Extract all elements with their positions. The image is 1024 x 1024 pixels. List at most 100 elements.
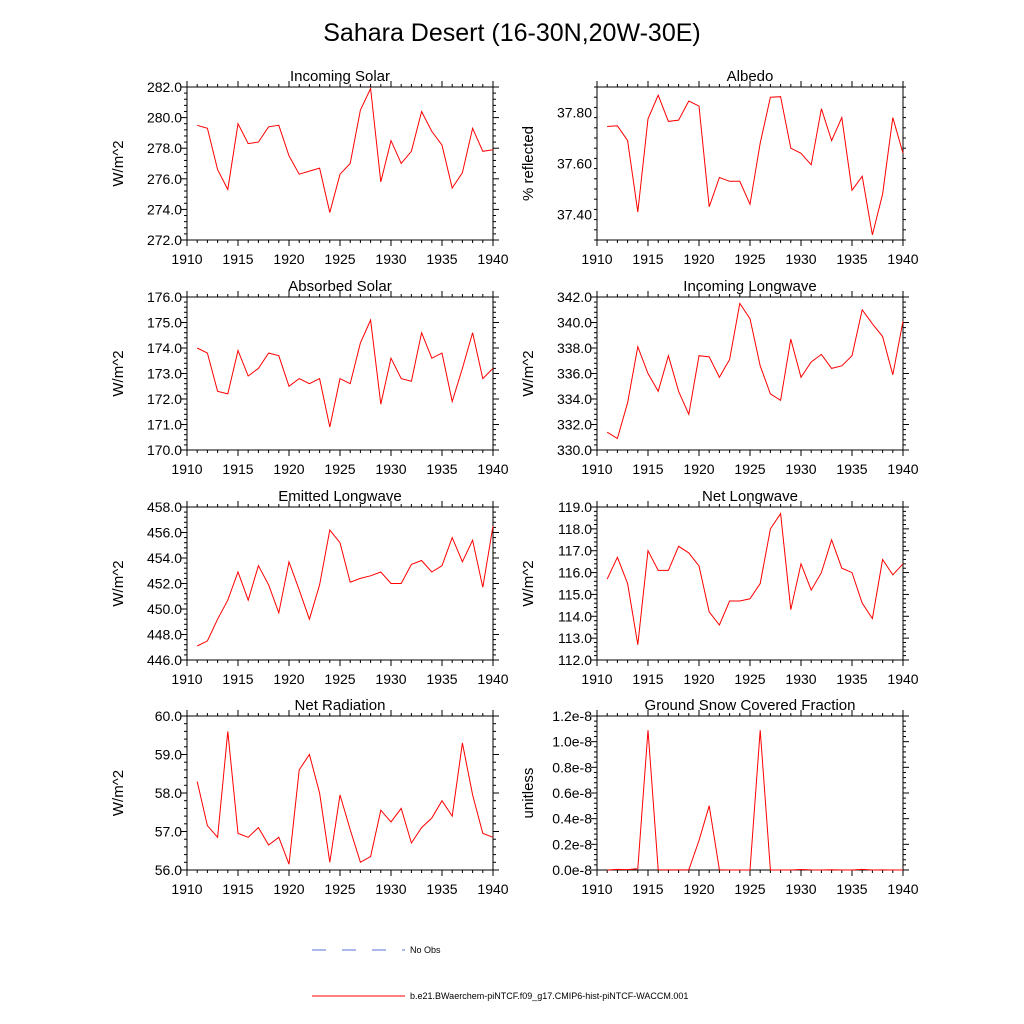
plot-frame: [596, 506, 904, 661]
legend-obs-label: No Obs: [410, 945, 441, 955]
y-axis-label: W/m^2: [520, 350, 537, 396]
legend-model-label: b.e21.BWaerchem-piNTCF.f09_g17.CMIP6-his…: [410, 991, 688, 1001]
data-series-line: [196, 526, 494, 647]
y-tick-label: 272.0: [147, 232, 182, 248]
panel-title: Emitted Longwave: [278, 488, 401, 505]
x-tick-label: 1920: [273, 461, 304, 477]
y-tick-label: 446.0: [147, 652, 182, 668]
y-tick-label: 58.0: [155, 785, 182, 801]
y-tick-label: 0.2e-8: [552, 836, 592, 852]
panel-title: Absorbed Solar: [288, 278, 391, 295]
x-tick-label: 1925: [324, 251, 355, 267]
y-tick-label: 278.0: [147, 140, 182, 156]
y-axis-label: W/m^2: [110, 560, 127, 606]
y-tick-label: 1.2e-8: [552, 708, 592, 724]
x-tick-label: 1915: [632, 881, 663, 897]
x-tick-label: 1910: [171, 251, 202, 267]
y-axis-label: % reflected: [520, 126, 537, 201]
x-tick-label: 1910: [581, 251, 612, 267]
panel-grid: Incoming Solar 1910 1915 1920 1925 1930 1935 19…: [110, 68, 919, 897]
x-tick-label: 1910: [581, 881, 612, 897]
x-tick-label: 1930: [785, 461, 816, 477]
x-tick-label: 1925: [324, 881, 355, 897]
x-tick-label: 1925: [734, 461, 765, 477]
x-tick-label: 1920: [683, 461, 714, 477]
y-tick-label: 0.4e-8: [552, 811, 592, 827]
x-tick-label: 1935: [836, 671, 867, 687]
x-tick-label: 1910: [171, 881, 202, 897]
y-tick-label: 119.0: [558, 499, 592, 515]
y-axis-label: W/m^2: [110, 770, 127, 816]
y-tick-label: 173.0: [147, 366, 182, 382]
y-axis-label: W/m^2: [110, 140, 127, 186]
panel-title: Net Longwave: [702, 488, 798, 505]
y-tick-label: 280.0: [147, 110, 182, 126]
y-tick-label: 116.0: [558, 565, 592, 581]
x-tick-label: 1940: [887, 461, 918, 477]
y-tick-label: 332.0: [557, 417, 592, 433]
y-tick-label: 37.60: [557, 156, 592, 172]
x-tick-label: 1910: [171, 671, 202, 687]
x-tick-label: 1935: [426, 881, 457, 897]
x-tick-label: 1915: [632, 461, 663, 477]
panel-title: Ground Snow Covered Fraction: [645, 697, 856, 714]
y-tick-label: 57.0: [155, 824, 182, 840]
y-tick-label: 1.0e-8: [552, 734, 592, 750]
y-tick-label: 0.6e-8: [552, 785, 592, 801]
y-tick-label: 282.0: [147, 79, 182, 95]
data-series-line: [196, 318, 494, 428]
x-tick-label: 1940: [887, 251, 918, 267]
x-tick-label: 1930: [785, 881, 816, 897]
y-tick-label: 37.80: [557, 105, 592, 121]
x-tick-label: 1935: [836, 251, 867, 267]
y-tick-label: 115.0: [558, 586, 592, 602]
panel-title: Incoming Solar: [290, 68, 390, 85]
y-axis-label: W/m^2: [520, 560, 537, 606]
x-tick-label: 1910: [581, 671, 612, 687]
y-tick-label: 340.0: [557, 315, 592, 331]
legend: No Obs b.e21.BWaerchem-piNTCF.f09_g17.CM…: [312, 945, 688, 1001]
x-tick-label: 1930: [785, 671, 816, 687]
y-tick-label: 452.0: [147, 576, 182, 592]
x-tick-label: 1925: [324, 671, 355, 687]
y-tick-label: 170.0: [147, 442, 182, 458]
data-series-line: [607, 93, 904, 236]
x-tick-label: 1930: [375, 461, 406, 477]
x-tick-label: 1915: [222, 671, 253, 687]
plot-frame: [186, 86, 494, 241]
x-tick-label: 1915: [222, 881, 253, 897]
x-tick-label: 1930: [375, 671, 406, 687]
panel-1: Incoming Solar 1910 1915 1920 1925 1930 1935 19…: [110, 68, 509, 267]
y-tick-label: 338.0: [557, 340, 592, 356]
y-tick-label: 60.0: [155, 708, 182, 724]
y-tick-label: 342.0: [557, 289, 592, 305]
x-tick-label: 1935: [426, 671, 457, 687]
panel-2: Albedo 1910 1915 1920 1925 1930 1935 1940 37.40 3…: [520, 68, 919, 267]
y-tick-label: 0.0e-8: [552, 862, 592, 878]
y-tick-label: 175.0: [147, 315, 182, 331]
data-series-line: [196, 731, 494, 865]
x-tick-label: 1915: [222, 461, 253, 477]
data-series-line: [197, 86, 494, 213]
y-tick-label: 456.0: [147, 525, 182, 541]
data-series-line: [607, 730, 903, 871]
x-tick-label: 1940: [477, 461, 508, 477]
y-tick-label: 448.0: [147, 627, 182, 643]
panel-6: Net Longwave 1910 1915 1920 1925 1930 1935 1940…: [520, 488, 919, 687]
x-tick-label: 1920: [683, 881, 714, 897]
y-tick-label: 450.0: [147, 601, 182, 617]
x-tick-label: 1920: [683, 671, 714, 687]
x-tick-label: 1940: [477, 671, 508, 687]
data-series-line: [606, 512, 904, 645]
x-tick-label: 1935: [426, 461, 457, 477]
y-tick-label: 172.0: [147, 391, 182, 407]
y-axis-label: W/m^2: [110, 350, 127, 396]
panel-title: Net Radiation: [295, 697, 386, 714]
panel-5: Emitted Longwave 1910 1915 1920 1925 1930 1935…: [110, 488, 509, 687]
panel-7: Net Radiation 1910 1915 1920 1925 1930 1935 194…: [110, 697, 509, 897]
y-tick-label: 454.0: [147, 550, 182, 566]
x-tick-label: 1915: [632, 251, 663, 267]
x-tick-label: 1925: [734, 671, 765, 687]
y-tick-label: 113.0: [558, 630, 592, 646]
